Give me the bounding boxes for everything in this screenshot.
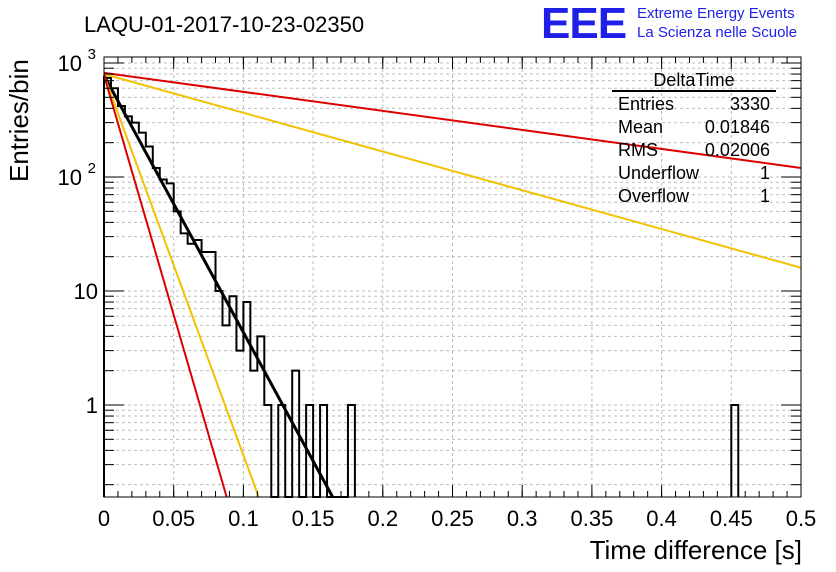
stats-value: 0.01846 [704,117,770,137]
y-tick-label: 10 [58,51,82,76]
stats-label: Overflow [618,186,690,206]
stats-row-rms: RMS 0.02006 [618,140,770,163]
chart-title: LAQU-01-2017-10-23-02350 [84,12,365,37]
y-tick-label: 1 [86,393,98,418]
x-tick-label: 0.35 [570,506,613,531]
y-tick-label: 10 [74,279,98,304]
histogram-bins [730,404,740,497]
x-tick-label: 0.05 [152,506,195,531]
histogram-bins [103,76,356,498]
stats-title: DeltaTime [653,70,735,90]
stats-row-overflow: Overflow 1 [618,186,770,209]
stats-row-mean: Mean 0.01846 [618,117,770,140]
stats-row-underflow: Underflow 1 [618,163,770,186]
x-axis-label: Time difference [s] [589,535,802,565]
x-tick-label: 0.3 [507,506,538,531]
logo-line-2: La Scienza nelle Scuole [637,24,798,41]
fit-line [103,74,260,498]
fit-line [103,71,802,169]
y-tick-exponent: 3 [88,46,96,63]
x-tick-label: 0 [98,506,110,531]
eee-logo: EEE [541,0,627,48]
x-tick-label: 0.4 [646,506,677,531]
fit-line [103,73,802,269]
stats-label: Entries [618,94,675,114]
x-tick-label: 0.25 [431,506,474,531]
stats-row-entries: Entries 3330 [618,94,770,117]
x-tick-label: 0.15 [292,506,335,531]
tick-labels: 0 0.05 0.1 0.15 0.2 0.25 0.3 0.35 0.4 0.45 0.5 1 10 1… [58,46,817,531]
fit-lines [102,71,802,498]
x-tick-label: 0.5 [786,506,817,531]
fit-line [103,75,228,498]
stats-value: 1 [759,163,770,183]
stats-box: DeltaTime Entries 3330 Mean 0.01846 RMS … [610,70,778,210]
stats-label: Underflow [618,163,700,183]
histogram [103,76,740,498]
fit-line [102,74,334,498]
x-tick-label: 0.2 [368,506,399,531]
stats-label: RMS [618,140,658,160]
logo-line-1: Extreme Energy Events [637,5,795,22]
y-axis-label: Entries/bin [4,59,34,182]
stats-value: 3330 [729,94,770,114]
stats-value: 1 [759,186,770,206]
y-tick-label: 10 [58,165,82,190]
x-tick-label: 0.45 [710,506,753,531]
axis-ticks [103,57,802,497]
y-tick-exponent: 2 [88,160,96,177]
x-tick-label: 0.1 [228,506,259,531]
stats-value: 0.02006 [704,140,770,160]
stats-rule [612,90,776,92]
stats-label: Mean [618,117,664,137]
